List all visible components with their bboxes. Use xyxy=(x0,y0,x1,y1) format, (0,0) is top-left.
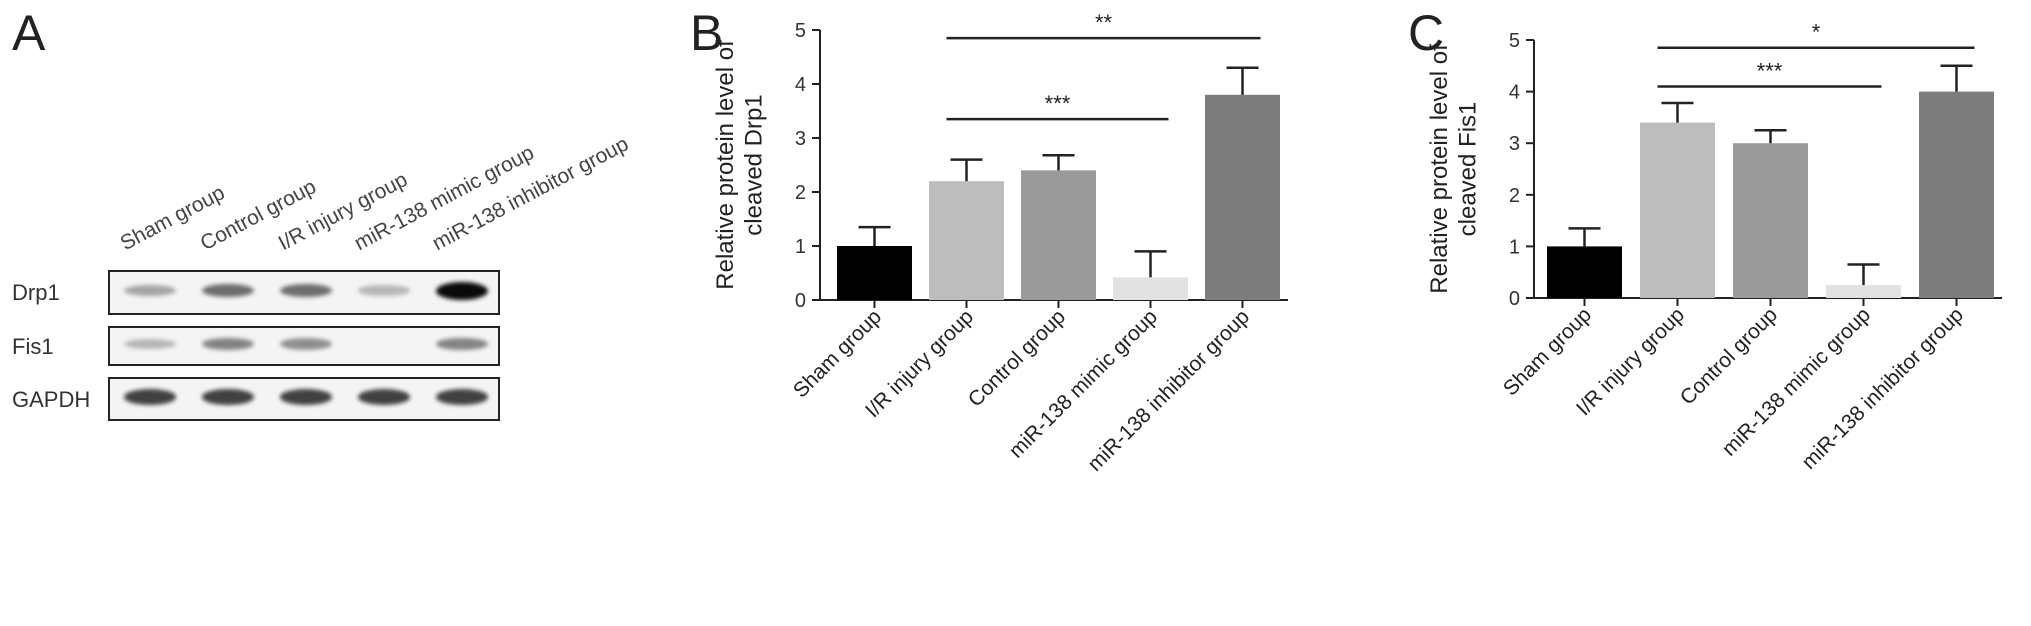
bar xyxy=(1205,94,1280,300)
drp1-blot-strip xyxy=(108,270,500,315)
x-tick-label: Sham group xyxy=(789,305,886,402)
blot-band xyxy=(436,389,488,405)
y-tick-label: 0 xyxy=(1509,288,1520,310)
x-tick-label: Sham group xyxy=(1499,303,1596,400)
x-tick-label: miR-138 mimic group xyxy=(1005,305,1162,462)
y-tick-label: 0 xyxy=(795,290,806,312)
bar xyxy=(1826,285,1901,298)
y-tick-label: 5 xyxy=(1509,30,1520,52)
bar xyxy=(929,181,1004,300)
blot-band xyxy=(202,283,254,298)
y-axis-label-line: cleaved Fis1 xyxy=(1455,102,1482,237)
significance-label: *** xyxy=(1045,91,1071,116)
blot-band xyxy=(202,389,254,405)
y-tick-label: 3 xyxy=(1509,133,1520,155)
blot-band xyxy=(124,338,176,350)
y-tick-label: 4 xyxy=(1509,82,1520,104)
gapdh-blot-strip xyxy=(108,377,500,421)
significance-label: *** xyxy=(1757,58,1783,83)
bar xyxy=(1021,170,1096,300)
y-tick-label: 4 xyxy=(795,74,806,96)
bar xyxy=(1733,143,1808,298)
y-tick-label: 2 xyxy=(1509,185,1520,207)
bar xyxy=(1919,91,1994,298)
x-tick-label: miR-138 inhibitor group xyxy=(1083,305,1254,476)
significance-label: * xyxy=(1812,20,1821,45)
blot-band xyxy=(436,337,488,351)
significance-label: ** xyxy=(1095,10,1113,35)
blot-band xyxy=(124,285,176,296)
y-tick-label: 5 xyxy=(795,20,806,42)
panel-letter-b: B xyxy=(690,5,724,61)
x-tick-label: Control group xyxy=(1676,303,1782,409)
bar xyxy=(1640,122,1715,298)
y-tick-label: 1 xyxy=(1509,236,1520,258)
bar xyxy=(837,246,912,300)
y-tick-label: 2 xyxy=(795,182,806,204)
y-axis-label: Relative protein level ofcleaved Fis1 xyxy=(1426,44,1482,294)
panel-letter-c: C xyxy=(1408,5,1445,61)
blot-band xyxy=(202,337,254,351)
blot-band xyxy=(436,281,488,300)
y-axis-label-line: cleaved Drp1 xyxy=(741,94,768,235)
blot-row-label: Fis1 xyxy=(12,334,54,359)
panel-letter-a: A xyxy=(12,5,46,61)
blot-band xyxy=(358,389,410,405)
y-tick-label: 3 xyxy=(795,128,806,150)
western-blot-panel: A Sham group Control group I/R injury gr… xyxy=(0,0,680,626)
blot-band xyxy=(280,389,332,405)
blot-row-label: Drp1 xyxy=(12,280,60,305)
blot-band xyxy=(358,285,410,296)
blot-band xyxy=(124,389,176,405)
blot-row-label: GAPDH xyxy=(12,387,91,412)
fis1-bar-chart: 0 1 2 3 4 5 Relative protein level ofcleaved F… xyxy=(1426,20,2002,474)
fis1-blot-strip xyxy=(108,326,500,366)
bar xyxy=(1547,246,1622,298)
y-tick-label: 1 xyxy=(795,236,806,258)
drp1-bar-chart: 0 1 2 3 4 5 Relative protein level ofcleaved D… xyxy=(712,10,1288,476)
blot-band xyxy=(280,338,332,350)
y-axis-label-line: Relative protein level of xyxy=(712,40,739,290)
y-axis-label-line: Relative protein level of xyxy=(1426,44,1453,294)
bar xyxy=(1113,277,1188,300)
x-tick-label: miR-138 inhibitor group xyxy=(1797,303,1968,474)
blot-band xyxy=(280,283,332,298)
y-axis-label: Relative protein level ofcleaved Drp1 xyxy=(712,40,768,290)
